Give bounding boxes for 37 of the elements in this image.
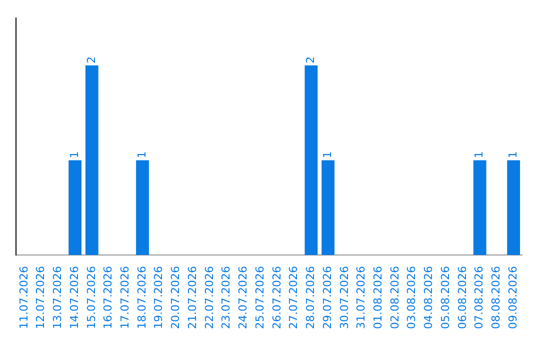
x-tick-label: 28.07.2026 [304,266,318,330]
x-tick-label: 21.07.2026 [186,266,199,330]
x-tick-label: 24.07.2026 [236,266,250,330]
x-tick-label: 18.07.2026 [135,266,148,330]
x-tick-label: 20.07.2026 [169,266,182,330]
x-tick-label: 27.07.2026 [287,266,300,330]
x-tick-label: 02.08.2026 [388,266,402,330]
x-tick-label: 29.07.2026 [320,266,334,330]
x-tick-label: 04.08.2026 [422,266,436,330]
data-label: 1 [135,151,148,158]
x-tick-label: 26.07.2026 [270,266,284,330]
x-tick-label: 15.07.2026 [84,266,98,330]
x-tick-label: 31.07.2026 [354,266,368,330]
x-tick-label: 08.08.2026 [490,266,503,330]
x-tick-label: 09.08.2026 [506,266,520,330]
x-tick-label: 05.08.2026 [438,266,452,330]
data-label: 1 [68,151,81,158]
x-tick-label: 17.07.2026 [118,266,132,330]
x-tick-label: 06.08.2026 [456,266,469,330]
x-tick-label: 22.07.2026 [202,266,216,330]
x-tick-label: 30.07.2026 [338,266,351,330]
x-tick-label: 16.07.2026 [102,266,115,330]
x-tick-label: 13.07.2026 [51,266,64,330]
x-tick-label: 14.07.2026 [68,266,81,330]
x-tick-label: 23.07.2026 [220,266,233,330]
data-label: 1 [320,151,334,158]
x-tick-label: 11.07.2026 [17,266,30,330]
x-tick-label: 07.08.2026 [472,266,486,330]
data-label: 1 [506,151,520,158]
data-label: 2 [84,56,98,64]
data-label: 2 [304,56,318,64]
data-label: 1 [472,151,486,158]
x-tick-label: 01.08.2026 [371,266,384,330]
x-tick-label: 25.07.2026 [253,266,266,330]
x-tick-label: 19.07.2026 [152,266,166,330]
x-tick-label: 12.07.2026 [34,266,48,330]
x-tick-label: 03.08.2026 [405,266,418,330]
